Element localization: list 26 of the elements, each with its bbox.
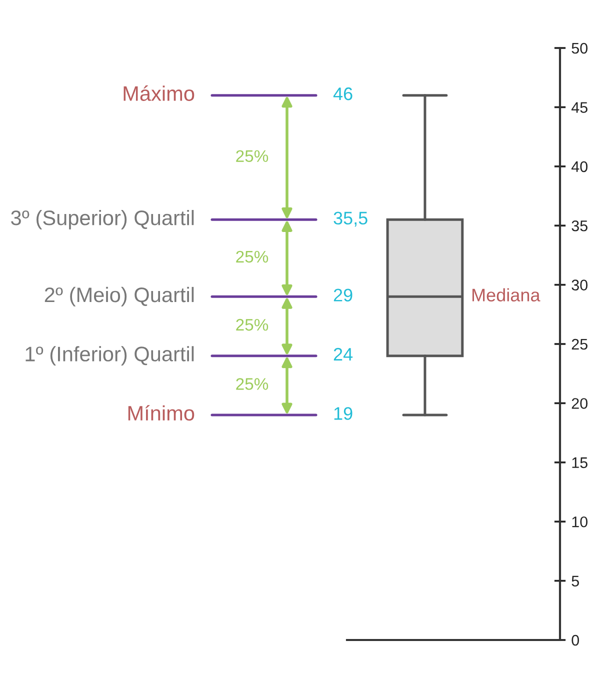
text: 2º (Meio) Quartil [44, 286, 194, 306]
y-tick-label: 15 [572, 457, 588, 468]
annotation: 29 [334, 288, 352, 302]
y-tick-label: 5 [572, 576, 579, 586]
y-tick-label: 30 [572, 280, 588, 290]
annotation: 46 [333, 87, 352, 100]
y-tick-label: 40 [571, 161, 588, 172]
text: 25% [236, 378, 268, 390]
annotation: 35,5 [334, 212, 368, 227]
text: 3º (Superior) Quartil [11, 210, 194, 230]
text: 25% [236, 250, 268, 263]
y-tick-label: 0 [572, 634, 580, 646]
annotation: Mediana [472, 288, 540, 302]
text: 1º (Inferior) Quartil [26, 346, 194, 366]
text: 25% [236, 150, 268, 162]
text: 25% [236, 318, 268, 331]
y-tick-label: 10 [572, 516, 588, 528]
text: Mínimo [128, 405, 194, 421]
y-tick-label: 35 [572, 220, 588, 232]
y-tick-label: 50 [572, 42, 588, 54]
y-tick-label: 25 [572, 338, 588, 350]
text: Máximo [124, 85, 194, 101]
y-tick-label: 45 [571, 102, 588, 113]
annotation: 24 [334, 348, 353, 361]
annotation: 19 [334, 407, 352, 420]
y-tick-label: 20 [572, 398, 588, 409]
